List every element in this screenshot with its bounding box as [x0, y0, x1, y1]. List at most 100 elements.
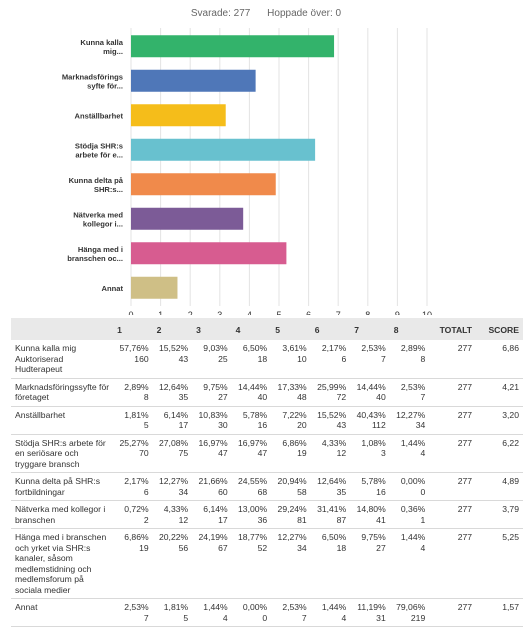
cell-percent: 2,53% [124, 602, 149, 612]
row-label: Kunna delta på SHR:s fortbildningar [11, 472, 114, 501]
cell-count: 19 [139, 542, 149, 553]
cell-count: 81 [297, 514, 307, 525]
category-label: Kunna kalla mig... [80, 38, 123, 56]
cell-percent: 24,55% [238, 476, 268, 486]
table-cell: 12,64% 35 [310, 472, 351, 501]
table-cell: 10,83% 30 [192, 406, 232, 435]
table-header-cell: 1 [113, 318, 153, 340]
table-row: Marknadsföringssyfte för företaget 2,89% 8… [11, 378, 523, 407]
cell-count: 34 [297, 542, 307, 553]
cell-percent: 12,64% [317, 476, 347, 486]
table-cell: 6,14% 17 [192, 500, 232, 529]
cell-percent: 1,81% [163, 602, 189, 612]
cell-count: 34 [178, 486, 189, 497]
category-label-line: Kunna kalla [80, 38, 123, 47]
row-score: 4,89 [476, 472, 523, 501]
cell-count: 0 [262, 612, 268, 623]
cell-percent: 6,50% [321, 532, 347, 542]
bar [131, 276, 178, 299]
x-tick-label: 7 [336, 310, 341, 315]
table-row: Anställbarhet 1,81% 5 6,14% 17 10,83% 30 5,78% 1… [11, 406, 523, 435]
cell-percent: 24,19% [198, 532, 228, 542]
cell-percent: 27,08% [159, 437, 189, 448]
cell-count: 52 [257, 542, 268, 553]
cell-count: 7 [301, 612, 307, 623]
cell-percent: 21,66% [198, 476, 228, 486]
cell-percent: 10,83% [198, 409, 228, 420]
bar [131, 138, 316, 161]
row-total: 277 [429, 340, 477, 379]
cell-count: 3 [380, 448, 386, 458]
table-cell: 7,22% 20 [271, 406, 311, 435]
cell-count: 10 [297, 353, 307, 364]
cell-percent: 13,00% [238, 504, 268, 514]
cell-count: 27 [218, 392, 228, 402]
row-score: 1,57 [476, 598, 523, 627]
cell-count: 219 [410, 612, 426, 623]
skipped-count: Hoppade över: 0 [267, 8, 342, 19]
table-cell: 40,43% 112 [350, 406, 390, 435]
answered-count: Svarade: 277 [190, 8, 251, 19]
table-cell: 1,44% 4 [192, 598, 232, 627]
table-cell: 1,08% 3 [350, 434, 390, 473]
category-label: Nätverka med kollegor i... [73, 210, 123, 228]
cell-percent: 7,22% [282, 409, 307, 420]
category-label-line: Kunna delta på [69, 176, 124, 185]
table-cell: 1,44% 4 [310, 598, 351, 627]
table-cell: 18,77% 52 [231, 528, 272, 599]
cell-percent: 15,52% [159, 343, 189, 353]
cell-percent: 31,41% [317, 504, 347, 514]
cell-percent: 6,14% [163, 409, 189, 420]
table-cell: 2,17% 6 [310, 340, 351, 379]
cell-count: 30 [218, 420, 228, 430]
cell-count: 7 [420, 392, 426, 402]
category-label-line: Stödja SHR:s [75, 141, 123, 150]
category-label-line: Annat [101, 284, 123, 293]
cell-percent: 2,17% [321, 343, 347, 353]
response-stats: Svarade: 277 Hoppade över: 0 [0, 8, 532, 19]
cell-percent: 6,86% [282, 437, 307, 448]
ranking-bar-chart: 0 1 2 3 4 5 6 7 8 9 10 Kunna kalla mig... Marknadsför… [62, 28, 432, 315]
table-cell: 2,53% 7 [350, 340, 390, 379]
table-cell: 6,86% 19 [113, 528, 153, 599]
table-cell: 14,44% 40 [231, 378, 272, 407]
row-score: 3,20 [476, 406, 523, 435]
table-cell: 4,33% 12 [310, 434, 351, 473]
table-cell: 4,33% 12 [152, 500, 193, 529]
ranking-table: 1 2 3 4 5 6 7 8 TOTALT SCORE Kunna kalla mig Aukt… [11, 318, 523, 627]
cell-percent: 17,33% [277, 381, 307, 392]
cell-count: 41 [376, 514, 386, 525]
table-cell: 6,50% 18 [231, 340, 272, 379]
table-cell: 3,61% 10 [271, 340, 311, 379]
bar [131, 207, 244, 230]
cell-count: 16 [257, 420, 268, 430]
cell-percent: 1,44% [203, 602, 228, 612]
row-total: 277 [429, 598, 477, 627]
table-header-cell: TOTALT [429, 318, 477, 340]
table-cell: 2,89% 8 [389, 340, 430, 379]
cell-count: 8 [143, 392, 149, 402]
cell-count: 70 [139, 448, 149, 458]
category-label-line: branschen oc... [67, 254, 123, 263]
category-label-line: Marknadsförings [62, 72, 123, 81]
table-header-cell: 8 [389, 318, 430, 340]
table-cell: 0,36% 1 [389, 500, 430, 529]
table-cell: 0,00% 0 [389, 472, 430, 501]
table-cell: 14,44% 40 [350, 378, 390, 407]
cell-count: 68 [257, 486, 268, 497]
row-total: 277 [429, 406, 477, 435]
x-tick-label: 5 [276, 310, 281, 315]
cell-percent: 20,94% [277, 476, 307, 486]
table-cell: 14,80% 41 [350, 500, 390, 529]
cell-percent: 12,27% [277, 532, 307, 542]
bar [131, 173, 276, 196]
cell-count: 5 [143, 420, 149, 430]
table-header-cell: SCORE [476, 318, 523, 340]
cell-percent: 14,80% [356, 504, 386, 514]
cell-count: 20 [297, 420, 307, 430]
cell-percent: 12,64% [159, 381, 189, 392]
cell-count: 34 [415, 420, 426, 430]
table-cell: 0,72% 2 [113, 500, 153, 529]
cell-percent: 14,44% [356, 381, 386, 392]
cell-count: 12 [336, 448, 347, 458]
